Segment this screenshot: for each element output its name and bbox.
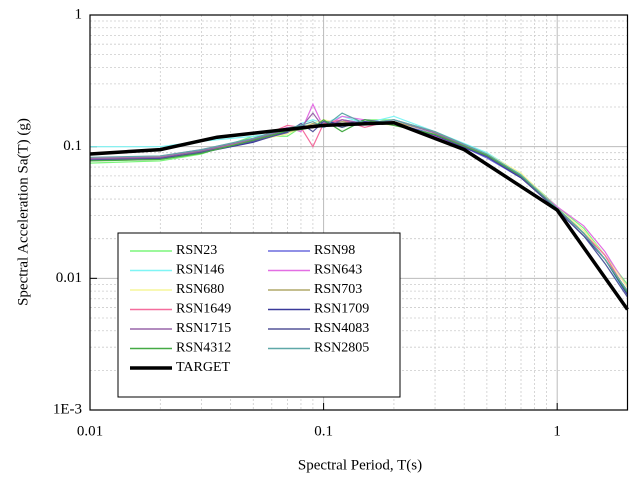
legend-label: RSN680: [176, 282, 224, 297]
y-tick-label: 1: [75, 6, 83, 22]
x-axis-label: Spectral Period, T(s): [298, 457, 422, 473]
legend-label: RSN1709: [314, 302, 369, 317]
legend-label: RSN4083: [314, 321, 369, 336]
y-tick-label: 1E-3: [53, 401, 82, 417]
legend: RSN23 RSN98 RSN146 RSN643 RSN680 RSN703 RSN164…: [117, 232, 401, 398]
legend-label: RSN703: [314, 282, 362, 297]
series-line: [89, 120, 629, 311]
legend-label: RSN2805: [314, 341, 369, 356]
legend-label: RSN1715: [176, 321, 231, 336]
x-tick-label: 0.01: [77, 423, 103, 439]
legend-label: RSN1649: [176, 302, 231, 317]
legend-label: RSN4312: [176, 341, 231, 356]
x-tick-label: 1: [553, 423, 561, 439]
series-line: [89, 112, 628, 292]
x-tick-label: 0.1: [314, 423, 333, 439]
legend-label: TARGET: [176, 360, 231, 375]
legend-label: RSN23: [176, 243, 217, 258]
legend-label: RSN643: [314, 263, 362, 278]
legend-label: RSN146: [176, 263, 224, 278]
y-tick-label: 0.1: [63, 138, 82, 154]
y-axis-label: Spectral Acceleration Sa(T) (g): [15, 118, 31, 306]
y-tick-label: 0.01: [56, 270, 82, 286]
legend-label: RSN98: [314, 243, 355, 258]
plot-frame: [89, 14, 629, 411]
